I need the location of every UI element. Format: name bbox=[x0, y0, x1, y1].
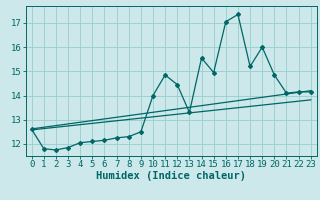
X-axis label: Humidex (Indice chaleur): Humidex (Indice chaleur) bbox=[96, 171, 246, 181]
